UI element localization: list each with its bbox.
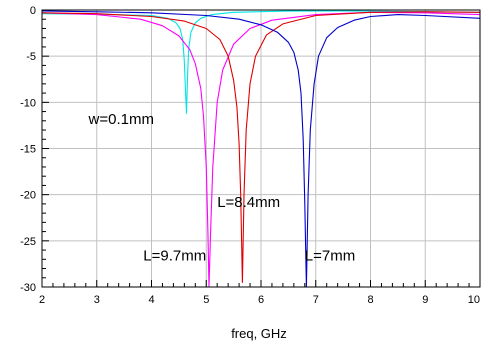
series-line-4 bbox=[41, 10, 481, 288]
x-tick-label: 3 bbox=[94, 294, 100, 306]
x-tick-label: 6 bbox=[258, 294, 264, 306]
y-tick-label: -30 bbox=[20, 282, 36, 294]
x-tick-label: 9 bbox=[422, 294, 428, 306]
x-tick-label: 10 bbox=[468, 294, 480, 306]
x-axis-title: freq, GHz bbox=[231, 326, 287, 341]
y-tick-label: 0 bbox=[30, 5, 36, 17]
x-tick-label: 8 bbox=[367, 294, 373, 306]
y-tick-label: -15 bbox=[20, 144, 36, 156]
series-line-3 bbox=[41, 11, 481, 283]
annotation-label: L=8.4mm bbox=[217, 194, 280, 211]
axes bbox=[41, 9, 481, 288]
tick-labels: 2 3 4 5 6 7 8 9 10 0 -5 -10 -15 -20 -25 -30 bbox=[20, 5, 480, 306]
x-tick-label: 5 bbox=[203, 294, 209, 306]
y-tick-label: -25 bbox=[20, 236, 36, 248]
y-tick-label: -5 bbox=[26, 51, 36, 63]
y-tick-label: -10 bbox=[20, 97, 36, 109]
x-tick-label: 4 bbox=[148, 294, 154, 306]
annotation-label: L=9.7mm bbox=[143, 248, 206, 265]
annotation-label: L=7mm bbox=[305, 248, 355, 265]
x-tick-label: 2 bbox=[39, 294, 45, 306]
series-line-1 bbox=[41, 10, 481, 114]
y-tick-label: -20 bbox=[20, 190, 36, 202]
grid-lines bbox=[41, 9, 481, 288]
annotations: w=0.1mm L=8.4mm L=9.7mm L=7mm bbox=[88, 111, 356, 265]
annotation-label: w=0.1mm bbox=[88, 111, 154, 128]
x-tick-label: 7 bbox=[313, 294, 319, 306]
